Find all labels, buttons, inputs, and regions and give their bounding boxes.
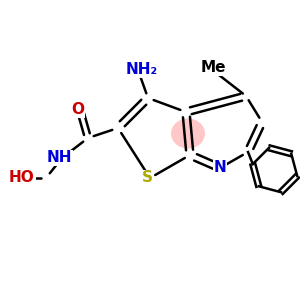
Text: S: S xyxy=(142,170,152,185)
Text: Me: Me xyxy=(200,61,226,76)
Text: NH₂: NH₂ xyxy=(126,62,158,77)
Text: NH: NH xyxy=(46,151,72,166)
Text: O: O xyxy=(71,103,85,118)
Ellipse shape xyxy=(171,118,205,148)
Text: HO: HO xyxy=(9,170,35,185)
Text: N: N xyxy=(214,160,226,175)
